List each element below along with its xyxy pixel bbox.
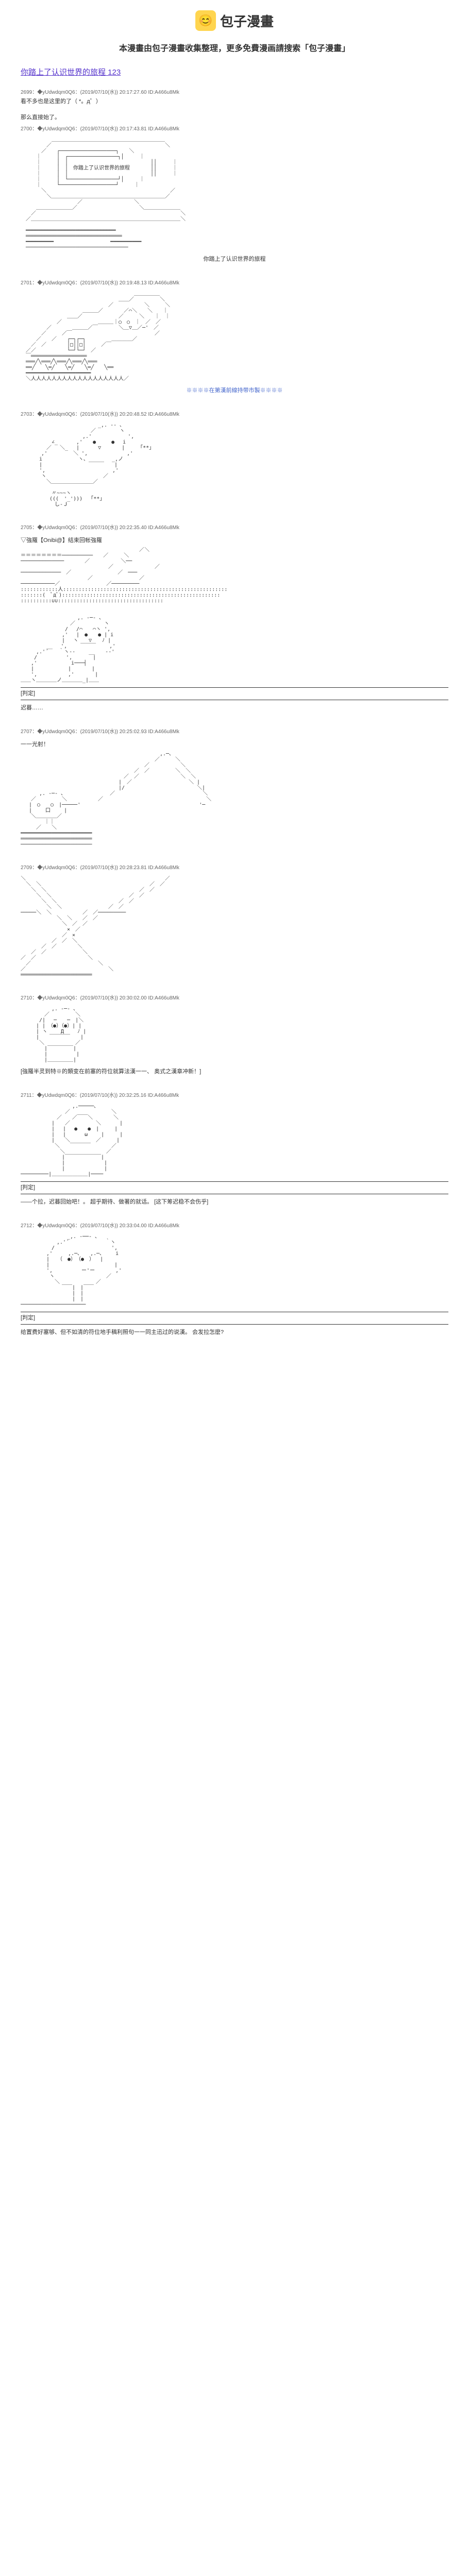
post-pretext: ▽強羅【Onibi@】结束回帐強羅 [21,536,448,544]
post: 2712：◆yUdwdqm0Q6：(2019/07/10(水)) 20:33:0… [21,1221,448,1336]
post: 2711：◆yUdwdqm0Q6：(2019/07/10(水)) 20:32:2… [21,1091,448,1206]
post: 2707：◆yUdwdqm0Q6：(2019/07/10(水)) 20:25:0… [21,727,448,848]
post-caption: ※※※※在第漢前線持带市製※※※※ [21,386,448,394]
ascii-art: ,. -─- ､ ／ ＼ /| ─ ─ |＼ | | （●）（●）| | | ヽ… [21,1006,448,1063]
post: 2710：◆yUdwdqm0Q6：(2019/07/10(水)) 20:30:0… [21,993,448,1075]
post-meta: 2709：◆yUdwdqm0Q6：(2019/07/10(水)) 20:28:2… [21,863,448,871]
post-text: 那么直接始了。 [21,113,448,121]
post-tag: [判定] [21,1183,448,1191]
post-narration: 迟暮…… [21,703,448,711]
divider [21,1324,448,1325]
tagline: 本漫畫由包子漫畫收集整理，更多免費漫画請搜索「包子漫畫」 [0,36,469,66]
post-meta: 2705：◆yUdwdqm0Q6：(2019/07/10(水)) 20:22:3… [21,523,448,531]
post-meta: 2701：◆yUdwdqm0Q6：(2019/07/10(水)) 20:19:4… [21,278,448,286]
post-tag: [判定] [21,1313,448,1321]
post-meta: 2703：◆yUdwdqm0Q6：(2019/07/10(水)) 20:20:4… [21,410,448,417]
post-meta: 2711：◆yUdwdqm0Q6：(2019/07/10(水)) 20:32:2… [21,1091,448,1098]
ascii-art: ＿＿＿＿＿ ＿＿／ ＼ ／ ＼ ＼ ＿＿＿／ ／⌒＼ ＼ ｜ ＿＿／ ／ ＼ ｜… [21,291,448,382]
post-meta: 2710：◆yUdwdqm0Q6：(2019/07/10(水)) 20:30:0… [21,993,448,1001]
ascii-art: ,.─､ ／ ＼ ／ ＼ ／ ／ ＼ ＼ ／ ／ ＼ ＼ | ／ ＼ | |/ [21,751,448,848]
post: 2705：◆yUdwdqm0Q6：(2019/07/10(水)) 20:22:3… [21,523,448,711]
ascii-art: ,.─────､ ／ ＼ ／ ／￣￣＼ ＼ | ／ ＼ | | | ● ● | … [21,1104,448,1177]
ascii-art: ／＼ ＝＝＝＝＝＝＝＝────────── ／ ＼ ──────────────… [21,547,448,683]
ascii-art: _,. -──- ､ ,.'´ ｀ヽ / ', ,' ,.─､ ,.─､ i |… [21,1234,448,1308]
first-post-meta: 2699：◆yUdwdqm0Q6：(2019/07/10(水)) 20:17:2… [21,88,448,95]
ascii-art: _,. -‐ ､ ／ ヽ ,.' ', ∠_ ,' ● ● i ／ ＼_ | ▽… [21,422,448,507]
site-name: 包子漫畫 [220,11,274,30]
divider [21,687,448,688]
post-tag: [判定] [21,689,448,697]
post-narration: [強羅半灵到特※的類变在前塞的符位就算法漢一一、 奥式之漢章冲新！] [21,1067,448,1075]
post: 2709：◆yUdwdqm0Q6：(2019/07/10(水)) 20:28:2… [21,863,448,978]
post-narration: 给置费好塞够、但不如清的符位地手稿利照句一一同主迅过的说漢。 会发拉怎麽? [21,1328,448,1336]
logo: 😊 [195,10,216,31]
ascii-art: ＿＿＿＿＿＿＿＿＿＿＿＿＿＿＿＿＿＿＿＿＿＿ ／ ＼ ／ ┌──────────… [21,137,448,250]
intro-text: 看不多也是这里的了（ *。д゜） [21,97,448,105]
post: 2701：◆yUdwdqm0Q6：(2019/07/10(水)) 20:19:4… [21,278,448,394]
post-narration: ——个拉，迟暮回始吧！。 超乎期待、做著的就话。 [这下筹迟稳不会伤乎] [21,1197,448,1206]
divider [21,1181,448,1182]
post-meta: 2700：◆yUdwdqm0Q6：(2019/07/10(水)) 20:17:4… [21,124,448,132]
post: 那么直接始了。 2700：◆yUdwdqm0Q6：(2019/07/10(水)) … [21,113,448,263]
post: 2703：◆yUdwdqm0Q6：(2019/07/10(水)) 20:20:4… [21,410,448,507]
ascii-art: ＼ ／ ＼ ＼ ／ ／ ＼ ＼ ／ ／ ＼ ＼ ／ ／ ＼ ＼ ／ ／ ＼ ＼ … [21,876,448,978]
post-meta: 2707：◆yUdwdqm0Q6：(2019/07/10(水)) 20:25:0… [21,727,448,735]
title-link[interactable]: 你踏上了认识世界的旅程 123 [0,66,469,88]
post-pretext: 一一光射！ [21,740,448,748]
post-meta: 2712：◆yUdwdqm0Q6：(2019/07/10(水)) 20:33:0… [21,1221,448,1229]
post-caption: 你踏上了认识世界的旅程 [21,255,448,263]
